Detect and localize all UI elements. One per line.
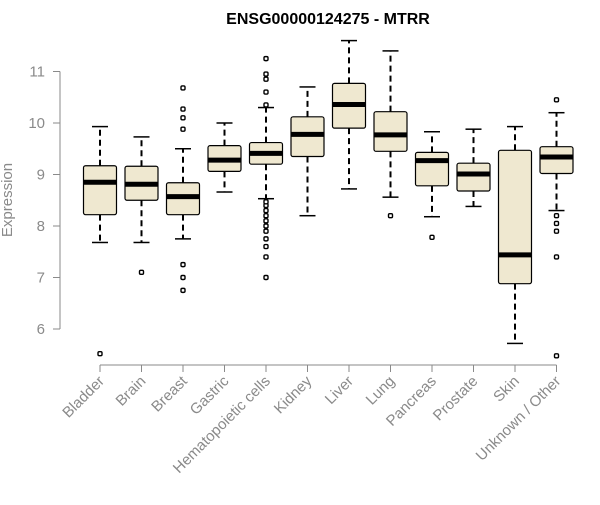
- box-group: [248, 55, 284, 281]
- outlier-point: [553, 212, 560, 219]
- box-group: [290, 86, 325, 217]
- box-group: [497, 125, 533, 345]
- x-tick-label: Prostate: [430, 373, 482, 425]
- outlier-point: [263, 223, 269, 229]
- box-group: [373, 50, 408, 219]
- x-tick-label: Kidney: [271, 372, 316, 417]
- box-group: [539, 97, 574, 359]
- outlier-point: [180, 274, 186, 281]
- x-tick-label: Bladder: [59, 373, 108, 422]
- outlier-point: [263, 89, 269, 95]
- outlier-point: [387, 212, 394, 219]
- chart-title: ENSG00000124275 - MTRR: [226, 11, 430, 28]
- box-series: [82, 39, 574, 359]
- box-group: [456, 128, 491, 208]
- outlier-point: [263, 207, 269, 214]
- box-iqr: [497, 149, 533, 285]
- box-iqr: [414, 151, 450, 187]
- outlier-point: [180, 106, 186, 112]
- outlier-point: [97, 351, 103, 357]
- outlier-point: [180, 115, 186, 121]
- box-group: [124, 136, 159, 276]
- box-iqr: [456, 162, 491, 192]
- outlier-point: [263, 102, 269, 108]
- outlier-point: [180, 287, 186, 294]
- box-iqr: [373, 111, 408, 152]
- x-tick-label: Brain: [113, 373, 150, 410]
- outlier-point: [553, 353, 560, 359]
- outlier-point: [553, 220, 560, 227]
- outlier-point: [263, 71, 269, 77]
- box-iqr: [539, 146, 574, 175]
- outlier-point: [263, 199, 269, 205]
- y-tick-label: 6: [37, 321, 45, 338]
- outlier-point: [263, 76, 269, 82]
- outlier-point: [553, 254, 560, 260]
- box-group: [207, 122, 242, 193]
- outlier-point: [263, 274, 269, 281]
- x-tick-label: Skin: [490, 373, 523, 406]
- outlier-point: [263, 212, 269, 219]
- y-tick-label: 11: [29, 64, 45, 81]
- outlier-point: [180, 126, 186, 132]
- x-tick-label: Liver: [322, 373, 357, 408]
- outlier-point: [263, 236, 269, 242]
- outlier-point: [263, 218, 269, 224]
- y-axis-label: Expression: [0, 163, 16, 237]
- y-tick-label: 9: [37, 167, 45, 184]
- outlier-point: [263, 228, 269, 234]
- outlier-point: [429, 234, 435, 241]
- x-tick-label: Lung: [363, 373, 399, 409]
- outlier-point: [553, 228, 560, 234]
- box-group: [82, 125, 118, 357]
- y-tick-label: 8: [37, 218, 45, 235]
- outlier-point: [263, 55, 269, 62]
- box-group: [331, 39, 367, 190]
- y-tick-label: 7: [37, 270, 45, 287]
- outlier-point: [180, 261, 186, 268]
- y-tick-label: 10: [28, 115, 45, 132]
- box-iqr: [82, 165, 118, 216]
- x-tick-label: Breast: [148, 372, 191, 415]
- outlier-point: [263, 254, 269, 260]
- outlier-point: [263, 243, 269, 250]
- outlier-point: [553, 97, 560, 103]
- box-group: [165, 85, 201, 294]
- outlier-point: [180, 85, 186, 91]
- outlier-point: [138, 269, 145, 276]
- box-group: [414, 131, 450, 241]
